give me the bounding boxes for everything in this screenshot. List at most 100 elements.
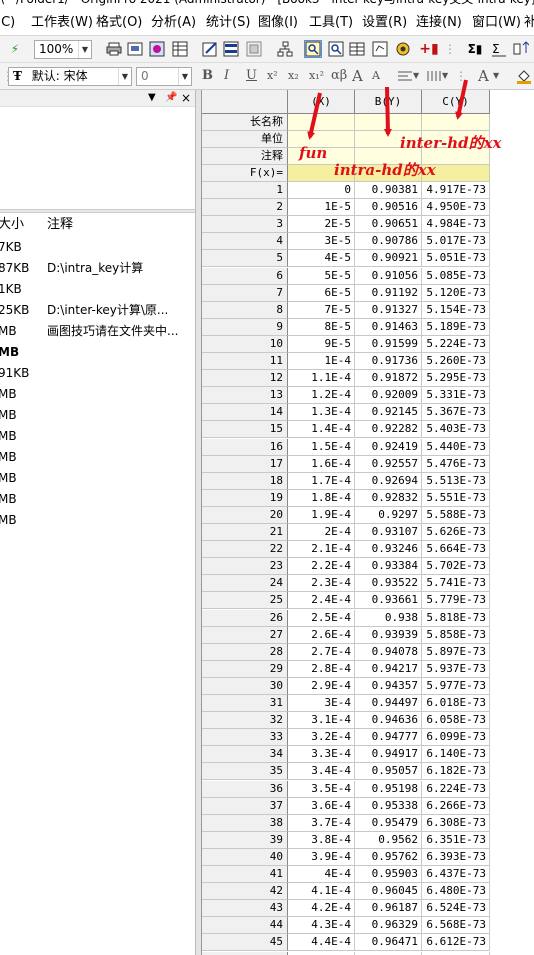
bold-button[interactable]: B [202,68,213,83]
splitter[interactable] [196,90,202,955]
toolbar-grip-icon[interactable]: ⋮ [444,42,456,56]
table-cell[interactable]: 2.5E-4 [288,609,355,627]
table-cell[interactable]: 6.393E-73 [422,848,490,866]
meta-cell[interactable] [355,131,422,148]
new-project-icon[interactable] [148,40,166,58]
run-icon[interactable]: ⚡ [10,42,20,56]
table-cell[interactable]: 5.897E-73 [422,643,490,661]
row-header[interactable]: 46 [202,951,288,955]
print-icon[interactable] [105,40,123,58]
column-header-b[interactable]: B(Y) [355,90,422,114]
table-cell[interactable]: 5E-5 [288,267,355,285]
table-cell[interactable]: 5.818E-73 [422,609,490,627]
table-cell[interactable]: 6.266E-73 [422,797,490,815]
table-cell[interactable]: 5.513E-73 [422,472,490,490]
table-cell[interactable]: 2.8E-4 [288,660,355,678]
table-cell[interactable]: 5.476E-73 [422,455,490,473]
table-cell[interactable]: 2.6E-4 [288,626,355,644]
menu-item-tools[interactable]: 工具(T) [309,15,354,30]
row-header[interactable]: 25 [202,592,288,610]
table-cell[interactable]: 1.1E-4 [288,370,355,388]
table-cell[interactable]: 3.5E-4 [288,780,355,798]
list-item[interactable]: 7KB [0,237,195,258]
table-cell[interactable]: 4.2E-4 [288,900,355,918]
table-cell[interactable]: 2.4E-4 [288,592,355,610]
worksheet-icon[interactable] [171,40,189,58]
border-icon[interactable] [425,67,443,85]
table-cell[interactable]: 0.93939 [355,626,422,644]
formula-cell[interactable] [288,165,355,182]
table-cell[interactable]: 0.91056 [355,267,422,285]
zoom-combo[interactable]: 100% ▼ [34,40,92,59]
table-cell[interactable]: 4.917E-73 [422,182,490,199]
row-header[interactable]: 45 [202,934,288,952]
table-cell[interactable]: 0.95479 [355,814,422,832]
row-header[interactable]: 34 [202,746,288,764]
menu-item-settings[interactable]: 设置(R) [362,15,408,30]
superscript-button[interactable]: x² [267,69,278,82]
list-item[interactable]: MB [0,447,195,468]
table-cell[interactable]: 3.1E-4 [288,712,355,730]
table-cell[interactable]: 1.2E-4 [288,387,355,405]
row-header[interactable]: 41 [202,866,288,883]
row-header[interactable]: 16 [202,438,288,456]
table-cell[interactable]: 5.154E-73 [422,301,490,319]
row-header[interactable]: 17 [202,455,288,473]
table-cell[interactable]: 6.018E-73 [422,695,490,712]
menu-item-connect[interactable]: 连接(N) [416,15,462,30]
row-header[interactable]: 30 [202,677,288,695]
table-icon[interactable] [348,40,366,58]
table-cell[interactable]: 9E-5 [288,335,355,353]
table-cell[interactable]: 3.8E-4 [288,831,355,849]
meta-cell[interactable] [288,131,355,148]
table-cell[interactable]: 0.93661 [355,592,422,610]
table-cell[interactable]: 4E-4 [288,866,355,883]
align-icon[interactable] [396,67,414,85]
list-item[interactable]: MB [0,405,195,426]
menu-item-window[interactable]: 窗口(W) [472,15,521,30]
table-cell[interactable]: 4.5E-4 [288,951,355,955]
row-header[interactable]: 1 [202,182,288,199]
menu-item-edit[interactable]: (C) [0,15,16,30]
table-cell[interactable]: 0.9297 [355,506,422,524]
table-cell[interactable]: 5.017E-73 [422,233,490,251]
table-cell[interactable]: 5.588E-73 [422,506,490,524]
list-item[interactable]: MB [0,489,195,510]
table-cell[interactable]: 5.741E-73 [422,575,490,593]
sort-icon[interactable] [512,40,530,58]
code-builder-icon[interactable] [394,40,412,58]
row-header[interactable]: 2 [202,199,288,217]
row-header[interactable]: 10 [202,335,288,353]
shrink-font-button[interactable]: A [372,69,380,82]
table-cell[interactable]: 0.90516 [355,199,422,217]
table-cell[interactable]: 6.657E-73 [422,951,490,955]
table-cell[interactable]: 4.3E-4 [288,917,355,935]
meta-cell[interactable] [288,114,355,131]
row-header[interactable]: 4 [202,233,288,251]
row-header[interactable]: 24 [202,575,288,593]
panel-menu-icon[interactable]: ▼ [148,92,156,103]
row-header[interactable]: 15 [202,421,288,439]
row-header[interactable]: 13 [202,387,288,405]
menu-item-more[interactable]: 补 [524,15,534,31]
table-cell[interactable]: 0.94357 [355,677,422,695]
meta-cell[interactable] [355,114,422,131]
table-cell[interactable]: 0.94497 [355,695,422,712]
table-cell[interactable]: 0.96045 [355,883,422,901]
table-cell[interactable]: 6.437E-73 [422,866,490,883]
row-header[interactable]: 40 [202,848,288,866]
project-explorer-icon[interactable] [276,40,294,58]
table-cell[interactable]: 0.92419 [355,438,422,456]
menu-item-worksheet[interactable]: 工作表(W) [31,15,93,30]
table-cell[interactable]: 5.551E-73 [422,489,490,507]
table-cell[interactable]: 3.2E-4 [288,729,355,747]
paint-bucket-icon[interactable] [515,67,533,85]
column-header-note[interactable]: 注释 [47,217,74,232]
row-header[interactable]: 28 [202,643,288,661]
row-header[interactable]: 39 [202,831,288,849]
table-cell[interactable]: 0.96613 [355,951,422,955]
meta-cell[interactable] [422,114,490,131]
formula-cell[interactable] [422,165,490,182]
table-cell[interactable]: 5.295E-73 [422,370,490,388]
row-header[interactable]: 6 [202,267,288,285]
